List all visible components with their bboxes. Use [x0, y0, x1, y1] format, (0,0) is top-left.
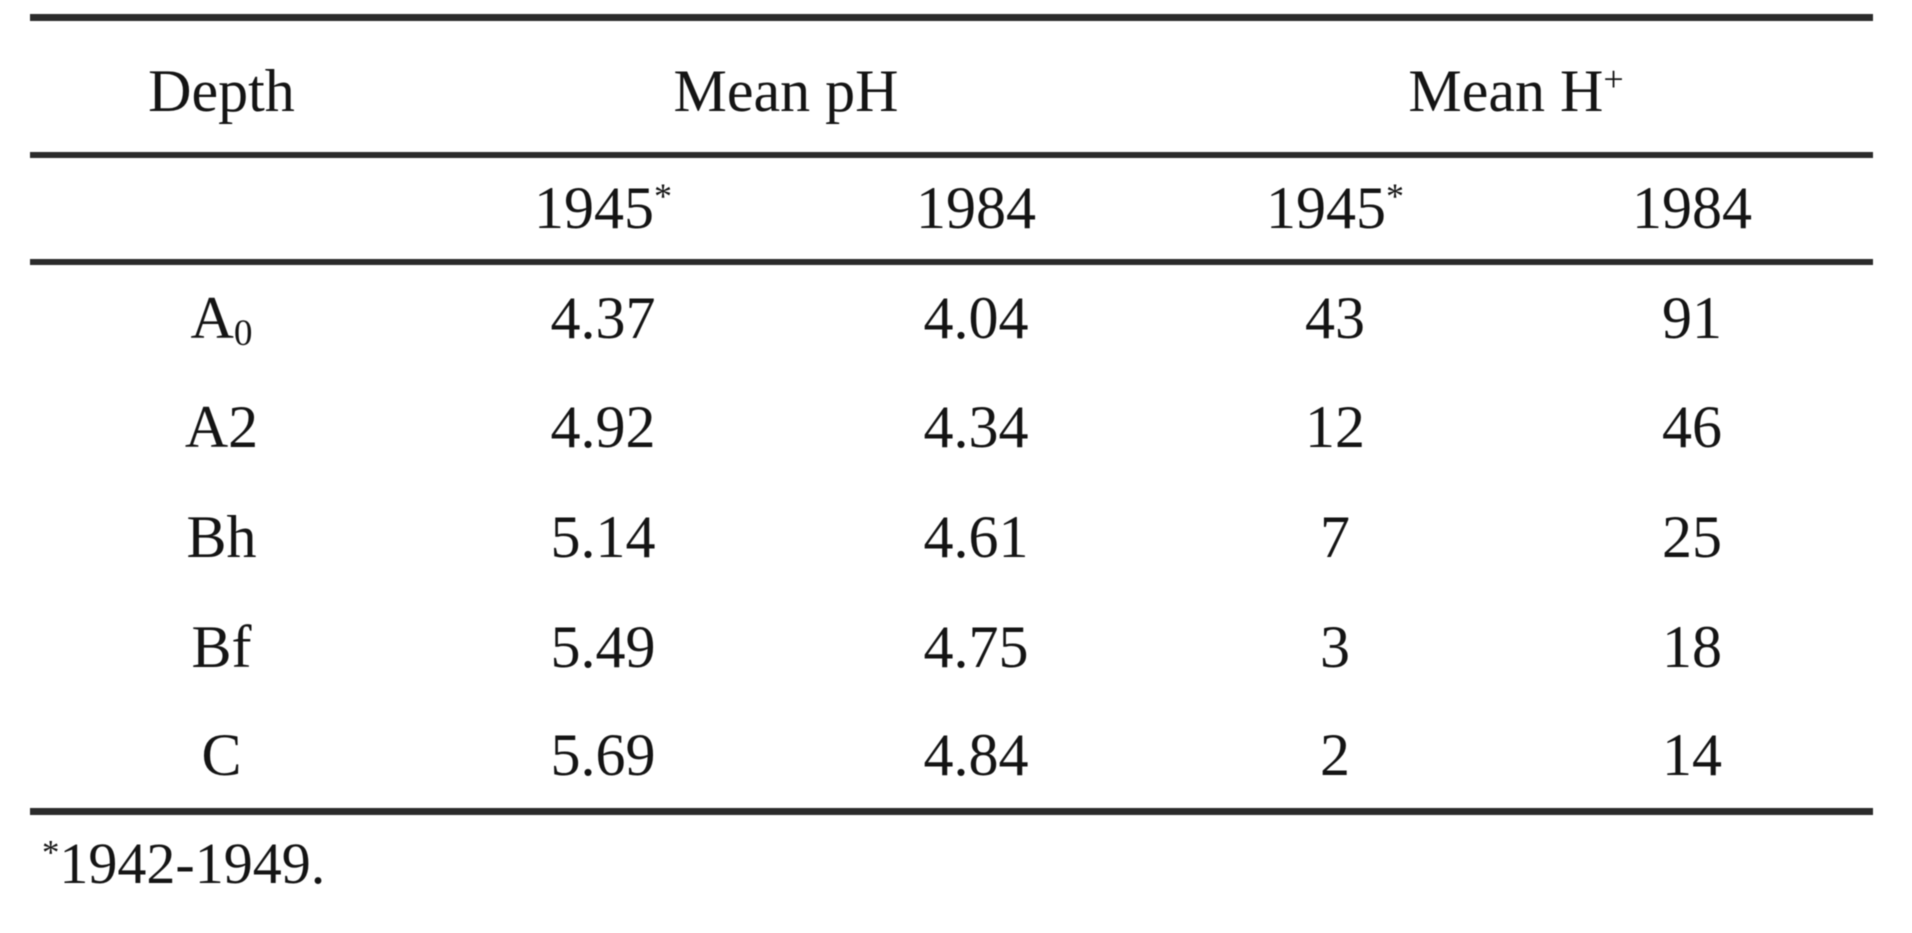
col-header-h-1984: 1984: [1511, 154, 1874, 265]
depth-label: C: [201, 721, 242, 788]
asterisk-superscript: *: [1386, 176, 1405, 217]
h-1945-cell: 12: [1305, 393, 1366, 460]
year-label: 1945: [1266, 175, 1387, 241]
h-1984-cell: 25: [1662, 503, 1723, 570]
soil-ph-table: Depth Mean pH Mean H+ 1945* 1984: [30, 14, 1874, 815]
h-1984-cell: 91: [1662, 285, 1723, 351]
table-wrap: Depth Mean pH Mean H+ 1945* 1984: [30, 14, 1874, 893]
ph-1984-cell: 4.61: [923, 503, 1029, 570]
col-header-ph-1984: 1984: [793, 154, 1160, 265]
ph-1945-cell: 4.37: [550, 285, 656, 351]
h-1984-cell: 18: [1662, 613, 1723, 680]
mean-h-label: Mean H: [1408, 58, 1604, 125]
empty-header-cell: [30, 154, 413, 265]
depth-cell: Bh: [30, 482, 413, 592]
col-header-depth: Depth: [30, 17, 413, 158]
depth-cell: C: [30, 702, 413, 812]
h-1945-cell: 43: [1305, 285, 1366, 351]
asterisk-superscript: *: [654, 176, 672, 217]
depth-subscript: 0: [233, 312, 253, 354]
depth-cell: Bf: [30, 592, 413, 702]
ph-1984-cell: 4.75: [923, 613, 1029, 680]
ph-1984-cell: 4.84: [923, 721, 1029, 788]
col-header-ph-1945: 1945*: [413, 154, 793, 265]
mean-ph-label: Mean pH: [673, 58, 899, 125]
depth-label: A2: [184, 393, 259, 460]
ph-1945-cell: 5.49: [550, 613, 656, 680]
h-1984-cell: 14: [1662, 721, 1723, 788]
ph-1945-cell: 5.69: [550, 721, 656, 788]
ph-1945-cell: 4.92: [550, 393, 656, 460]
depth-label: A: [190, 285, 234, 351]
depth-cell: A2: [30, 372, 413, 482]
year-label: 1945: [534, 175, 654, 241]
year-label: 1984: [916, 175, 1036, 241]
h-1945-cell: 3: [1320, 613, 1351, 680]
ph-1984-cell: 4.04: [923, 285, 1029, 351]
table-row-a0: A0 4.37 4.04 43 91: [30, 262, 1873, 372]
table-group-header-row: Depth Mean pH Mean H+: [30, 17, 1874, 158]
table-row-a2: A2 4.92 4.34 12 46: [30, 372, 1873, 482]
plus-superscript: +: [1603, 59, 1624, 100]
depth-label: Bf: [191, 613, 252, 680]
footnote-asterisk: *: [42, 832, 60, 872]
table-row-bh: Bh 5.14 4.61 7 25: [30, 482, 1873, 592]
depth-cell: A0: [30, 262, 413, 372]
depth-label: Bh: [186, 503, 257, 570]
col-header-h-1945: 1945*: [1159, 154, 1512, 265]
table-row-c: C 5.69 4.84 2 14: [30, 702, 1873, 812]
footnote-text: 1942-1949.: [59, 831, 326, 896]
ph-1945-cell: 5.14: [550, 503, 656, 570]
table-year-header-row: 1945* 1984 1945* 1984: [30, 154, 1874, 265]
col-group-mean-ph: Mean pH: [413, 17, 1160, 158]
year-label: 1984: [1632, 175, 1753, 241]
footnote: *1942-1949.: [42, 835, 1873, 893]
col-group-mean-h: Mean H+: [1159, 17, 1874, 158]
table-row-bf: Bf 5.49 4.75 3 18: [30, 592, 1873, 702]
h-1945-cell: 2: [1320, 721, 1351, 788]
h-1945-cell: 7: [1320, 503, 1351, 570]
ph-1984-cell: 4.34: [923, 393, 1029, 460]
h-1984-cell: 46: [1662, 393, 1723, 460]
depth-header-label: Depth: [148, 58, 295, 125]
